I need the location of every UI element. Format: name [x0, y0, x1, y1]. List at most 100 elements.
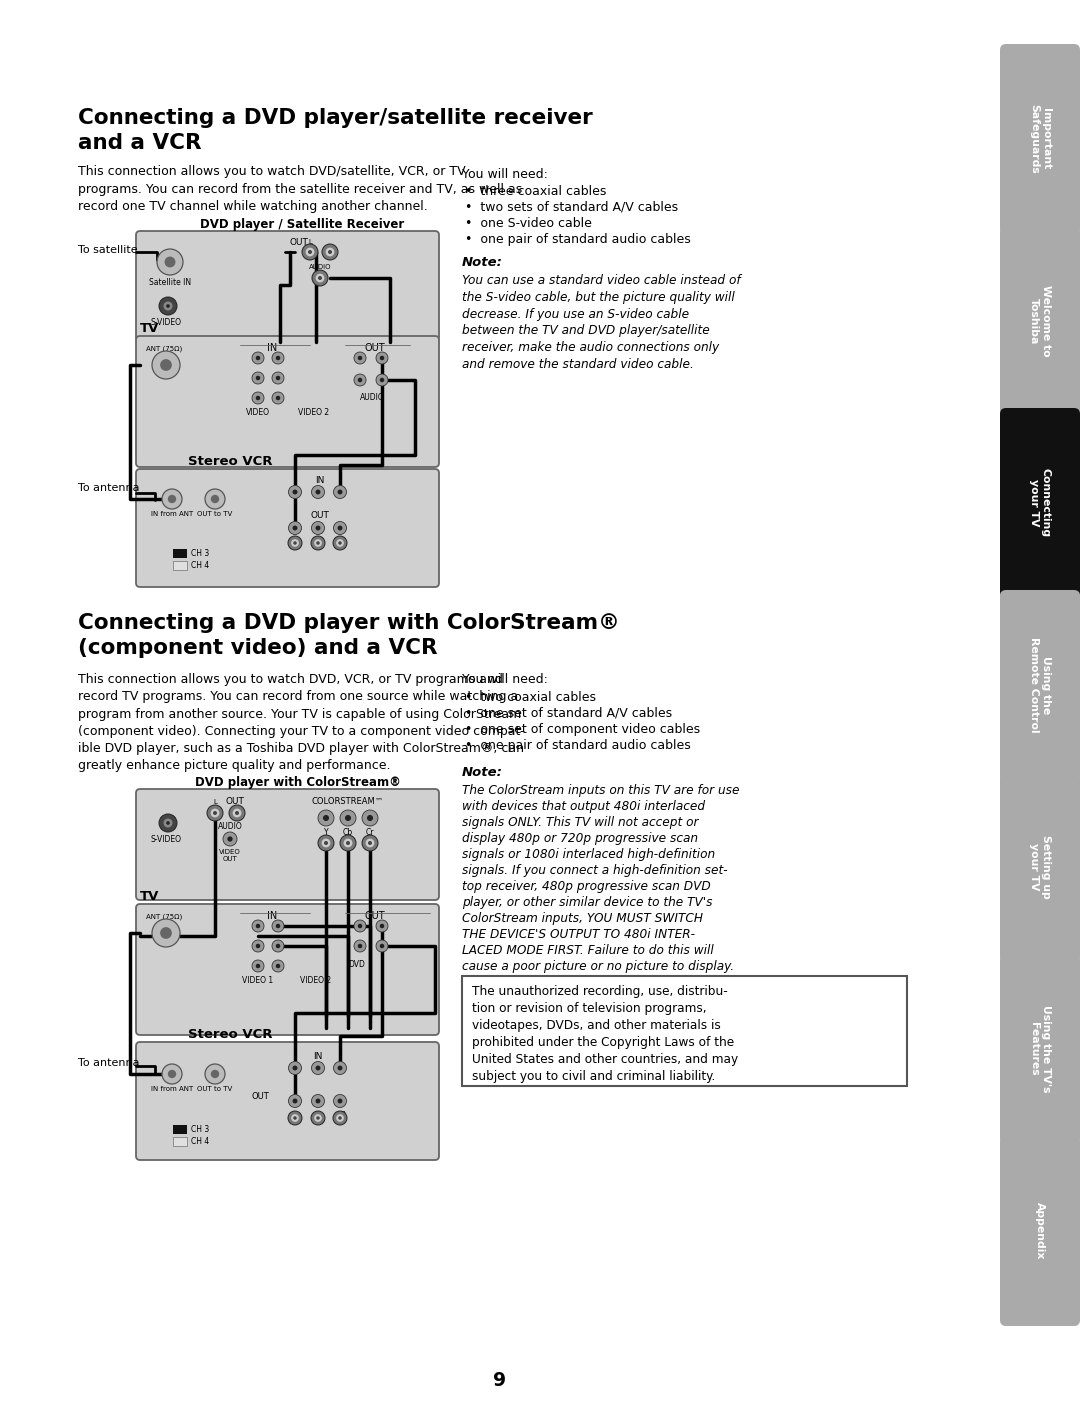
Text: S-VIDEO: S-VIDEO	[150, 836, 181, 844]
Text: OUT to TV: OUT to TV	[198, 511, 232, 518]
FancyBboxPatch shape	[136, 231, 438, 341]
Circle shape	[159, 297, 177, 315]
Circle shape	[256, 924, 260, 928]
Text: VIDEO 2: VIDEO 2	[298, 408, 329, 416]
Text: CH 3: CH 3	[191, 1125, 210, 1134]
Text: Connecting a DVD player with ColorStream®
(component video) and a VCR: Connecting a DVD player with ColorStream…	[78, 613, 620, 657]
Circle shape	[288, 1095, 301, 1108]
Text: Y: Y	[324, 829, 328, 837]
Text: •  two coaxial cables: • two coaxial cables	[465, 692, 596, 704]
Circle shape	[256, 964, 260, 968]
Circle shape	[205, 489, 225, 509]
Circle shape	[288, 536, 302, 550]
Text: •  one S-video cable: • one S-video cable	[465, 217, 592, 230]
Circle shape	[354, 352, 366, 364]
Circle shape	[293, 1098, 297, 1104]
Circle shape	[324, 841, 328, 846]
Text: DVD player with ColorStream®: DVD player with ColorStream®	[195, 776, 401, 789]
Circle shape	[376, 940, 388, 953]
Circle shape	[213, 811, 217, 816]
Circle shape	[354, 920, 366, 933]
Text: CH 4: CH 4	[191, 1137, 210, 1147]
Circle shape	[376, 352, 388, 364]
Circle shape	[292, 539, 299, 546]
Circle shape	[294, 1117, 297, 1119]
Circle shape	[293, 489, 297, 495]
Circle shape	[318, 836, 334, 851]
Text: This connection allows you to watch DVD, VCR, or TV programs and
record TV progr: This connection allows you to watch DVD,…	[78, 673, 525, 773]
Circle shape	[362, 810, 378, 826]
Text: Welcome to
Toshiba: Welcome to Toshiba	[1029, 285, 1051, 356]
Text: Cr: Cr	[366, 829, 375, 837]
Circle shape	[323, 816, 329, 821]
Circle shape	[166, 304, 170, 308]
Text: VIDEO 2: VIDEO 2	[300, 975, 332, 985]
Circle shape	[343, 838, 352, 847]
Circle shape	[318, 810, 334, 826]
Circle shape	[338, 1117, 341, 1119]
Text: You will need:: You will need:	[462, 168, 548, 181]
Circle shape	[256, 396, 260, 401]
Circle shape	[160, 927, 172, 938]
Circle shape	[311, 536, 325, 550]
Circle shape	[160, 359, 172, 371]
Text: DVD player / Satellite Receiver: DVD player / Satellite Receiver	[200, 218, 404, 231]
Text: To satellite: To satellite	[78, 245, 137, 255]
Bar	[173, 560, 187, 570]
Circle shape	[275, 375, 281, 381]
Text: R: R	[340, 1111, 346, 1119]
Circle shape	[272, 392, 284, 404]
Circle shape	[311, 522, 324, 535]
Circle shape	[334, 522, 347, 535]
Circle shape	[311, 1061, 324, 1075]
Circle shape	[366, 838, 375, 847]
FancyBboxPatch shape	[136, 789, 438, 900]
Circle shape	[272, 940, 284, 953]
Circle shape	[272, 960, 284, 973]
Circle shape	[292, 1114, 299, 1122]
Circle shape	[316, 1117, 320, 1119]
Circle shape	[367, 816, 373, 821]
Text: Note:: Note:	[462, 766, 503, 779]
Circle shape	[315, 1065, 321, 1071]
Circle shape	[252, 920, 264, 933]
Circle shape	[302, 244, 318, 260]
Circle shape	[207, 806, 222, 821]
Circle shape	[162, 1064, 183, 1084]
Circle shape	[334, 1095, 347, 1108]
Circle shape	[312, 270, 328, 287]
Circle shape	[338, 489, 342, 495]
FancyBboxPatch shape	[1000, 771, 1080, 963]
Circle shape	[164, 257, 175, 268]
Circle shape	[159, 814, 177, 831]
Circle shape	[354, 374, 366, 386]
Circle shape	[308, 250, 312, 254]
Circle shape	[293, 526, 297, 530]
Circle shape	[338, 1065, 342, 1071]
Text: Satellite IN: Satellite IN	[149, 278, 191, 287]
Text: Cb: Cb	[343, 829, 353, 837]
Text: Using the TV's
Features: Using the TV's Features	[1029, 1005, 1051, 1092]
Circle shape	[211, 495, 219, 503]
Circle shape	[336, 539, 343, 546]
FancyBboxPatch shape	[1000, 408, 1080, 597]
Circle shape	[316, 542, 320, 545]
Text: OUT: OUT	[311, 511, 329, 520]
FancyBboxPatch shape	[136, 904, 438, 1035]
Text: TV: TV	[140, 322, 160, 335]
Circle shape	[338, 542, 341, 545]
FancyBboxPatch shape	[1000, 954, 1080, 1144]
Circle shape	[272, 372, 284, 384]
Circle shape	[315, 489, 321, 495]
Text: You can use a standard video cable instead of
the S-video cable, but the picture: You can use a standard video cable inste…	[462, 274, 741, 371]
Text: OUT: OUT	[365, 344, 386, 354]
Text: Appendix: Appendix	[1035, 1202, 1045, 1259]
Circle shape	[288, 1061, 301, 1075]
Text: •  one pair of standard audio cables: • one pair of standard audio cables	[465, 739, 691, 752]
Text: AUDIO: AUDIO	[218, 821, 242, 831]
Text: VIDEO: VIDEO	[246, 408, 270, 416]
Text: L: L	[308, 240, 312, 245]
Text: The unauthorized recording, use, distribu-
tion or revision of television progra: The unauthorized recording, use, distrib…	[472, 985, 738, 1082]
Circle shape	[340, 836, 356, 851]
Text: Connecting
your TV: Connecting your TV	[1029, 468, 1051, 538]
